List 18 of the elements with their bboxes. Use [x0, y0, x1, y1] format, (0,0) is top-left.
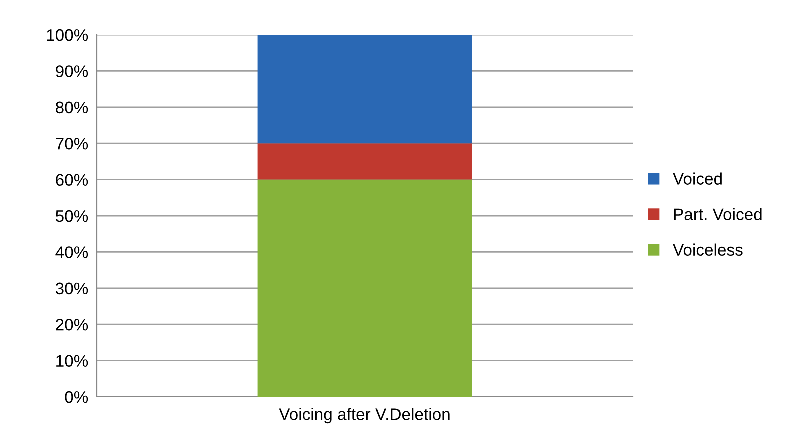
y-tick-label: 40% [56, 246, 88, 258]
y-tick-label: 90% [56, 66, 88, 78]
y-tick-label: 100% [47, 29, 88, 42]
y-tick-label: 80% [56, 102, 88, 114]
x-tick-label: Voicing after V.Deletion [279, 408, 450, 424]
y-tick-label: 10% [56, 355, 88, 368]
y-tick-label: 50% [56, 210, 88, 222]
legend-label: Voiceless [673, 244, 743, 256]
y-tick-label: 60% [56, 174, 88, 186]
y-tick-label: 70% [56, 138, 88, 150]
legend-label: Voiced [673, 172, 722, 185]
y-tick-label: 0% [65, 391, 88, 404]
y-tick-label: 20% [56, 319, 88, 331]
bar [258, 144, 472, 180]
bar [258, 180, 472, 397]
legend-label: Part. Voiced [674, 208, 762, 220]
bar [258, 35, 472, 144]
y-tick-label: 30% [56, 282, 88, 295]
